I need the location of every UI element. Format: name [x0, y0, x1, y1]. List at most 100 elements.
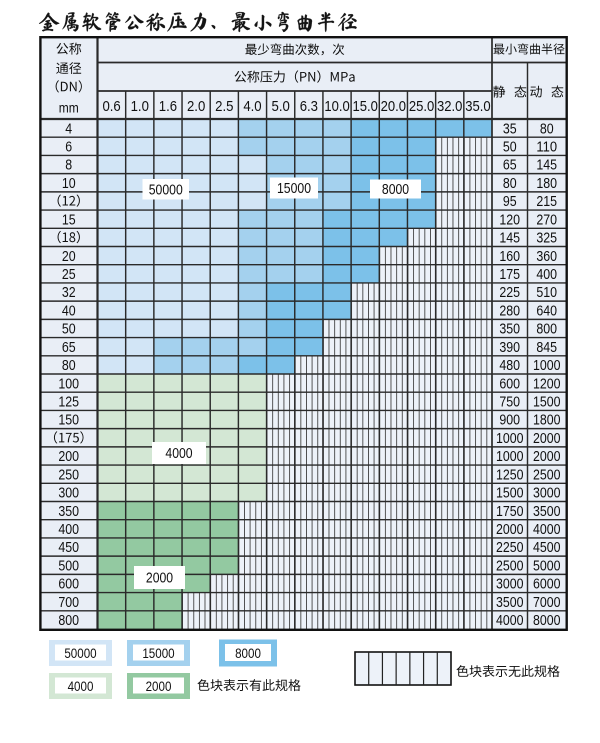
svg-text:6.3: 6.3	[300, 98, 318, 115]
svg-text:1000: 1000	[496, 431, 524, 447]
svg-text:145: 145	[499, 231, 520, 247]
svg-text:4500: 4500	[533, 540, 561, 556]
svg-text:2500: 2500	[496, 558, 524, 574]
svg-text:350: 350	[58, 504, 79, 520]
svg-text:35: 35	[503, 121, 517, 137]
svg-text:50000: 50000	[64, 646, 97, 661]
svg-text:80: 80	[62, 358, 76, 374]
svg-text:3500: 3500	[533, 504, 561, 520]
svg-text:50: 50	[62, 322, 76, 338]
svg-text:95: 95	[503, 194, 517, 210]
svg-text:500: 500	[58, 558, 79, 574]
svg-text:2000: 2000	[533, 431, 561, 447]
svg-text:125: 125	[58, 395, 79, 411]
svg-text:1.6: 1.6	[159, 98, 177, 115]
svg-text:800: 800	[58, 613, 79, 629]
svg-text:400: 400	[536, 267, 557, 283]
svg-text:65: 65	[62, 340, 76, 356]
svg-text:270: 270	[536, 212, 557, 228]
svg-text:3500: 3500	[496, 595, 524, 611]
svg-text:360: 360	[536, 249, 557, 265]
svg-text:280: 280	[499, 303, 520, 319]
svg-text:120: 120	[499, 212, 520, 228]
svg-text:80: 80	[540, 121, 554, 137]
svg-text:640: 640	[536, 303, 557, 319]
svg-text:1500: 1500	[533, 395, 561, 411]
svg-text:35.0: 35.0	[465, 98, 490, 115]
svg-text:1200: 1200	[533, 376, 561, 392]
svg-text:32: 32	[62, 285, 76, 301]
svg-text:800: 800	[536, 322, 557, 338]
svg-text:50: 50	[503, 140, 517, 156]
svg-text:8000: 8000	[382, 182, 409, 198]
svg-text:225: 225	[499, 285, 520, 301]
svg-text:40: 40	[62, 303, 76, 319]
svg-text:1800: 1800	[533, 413, 561, 429]
svg-text:3000: 3000	[533, 486, 561, 502]
svg-text:3000: 3000	[496, 577, 524, 593]
svg-text:6000: 6000	[533, 577, 561, 593]
svg-text:2.0: 2.0	[187, 98, 205, 115]
svg-text:1250: 1250	[496, 467, 524, 483]
svg-text:25.0: 25.0	[409, 98, 434, 115]
svg-text:7000: 7000	[533, 595, 561, 611]
svg-text:50000: 50000	[149, 182, 183, 198]
svg-text:4.0: 4.0	[243, 98, 261, 115]
svg-text:2500: 2500	[533, 467, 561, 483]
svg-text:20.0: 20.0	[381, 98, 406, 115]
svg-text:200: 200	[58, 449, 79, 465]
svg-text:20: 20	[62, 249, 76, 265]
svg-text:150: 150	[58, 413, 79, 429]
svg-text:32.0: 32.0	[437, 98, 462, 115]
svg-text:325: 325	[536, 231, 557, 247]
svg-text:350: 350	[499, 322, 520, 338]
svg-text:215: 215	[536, 194, 557, 210]
svg-text:450: 450	[58, 540, 79, 556]
svg-text:4000: 4000	[165, 446, 192, 462]
svg-text:250: 250	[58, 467, 79, 483]
svg-text:65: 65	[503, 158, 517, 174]
svg-text:145: 145	[536, 158, 557, 174]
svg-text:845: 845	[536, 340, 557, 356]
svg-text:900: 900	[499, 413, 520, 429]
svg-text:5000: 5000	[533, 558, 561, 574]
svg-text:160: 160	[499, 249, 520, 265]
svg-text:2.5: 2.5	[215, 98, 233, 115]
svg-text:25: 25	[62, 267, 76, 283]
svg-text:2000: 2000	[146, 679, 172, 694]
svg-text:10: 10	[62, 176, 76, 192]
svg-text:1500: 1500	[496, 486, 524, 502]
svg-text:750: 750	[499, 395, 520, 411]
svg-text:80: 80	[503, 176, 517, 192]
svg-text:10.0: 10.0	[324, 98, 349, 115]
svg-text:5.0: 5.0	[272, 98, 290, 115]
svg-text:1000: 1000	[496, 449, 524, 465]
svg-text:4000: 4000	[68, 679, 94, 694]
svg-text:15.0: 15.0	[353, 98, 378, 115]
svg-text:8000: 8000	[533, 613, 561, 629]
svg-text:390: 390	[499, 340, 520, 356]
svg-text:0.6: 0.6	[102, 98, 120, 115]
svg-text:4000: 4000	[533, 522, 561, 538]
svg-text:1000: 1000	[533, 358, 561, 374]
svg-text:180: 180	[536, 176, 557, 192]
svg-text:8: 8	[65, 158, 72, 174]
svg-text:15000: 15000	[277, 181, 311, 197]
svg-text:300: 300	[58, 486, 79, 502]
svg-text:1750: 1750	[496, 504, 524, 520]
svg-text:700: 700	[58, 595, 79, 611]
svg-text:2250: 2250	[496, 540, 524, 556]
svg-text:510: 510	[536, 285, 557, 301]
svg-text:400: 400	[58, 522, 79, 538]
svg-text:100: 100	[58, 376, 79, 392]
svg-text:4000: 4000	[496, 613, 524, 629]
svg-text:2000: 2000	[496, 522, 524, 538]
svg-text:6: 6	[65, 140, 72, 156]
svg-text:15000: 15000	[142, 646, 175, 661]
svg-text:110: 110	[536, 140, 557, 156]
svg-text:480: 480	[499, 358, 520, 374]
svg-text:mm: mm	[59, 99, 79, 115]
svg-text:175: 175	[499, 267, 520, 283]
svg-text:4: 4	[65, 121, 72, 137]
svg-text:600: 600	[499, 376, 520, 392]
